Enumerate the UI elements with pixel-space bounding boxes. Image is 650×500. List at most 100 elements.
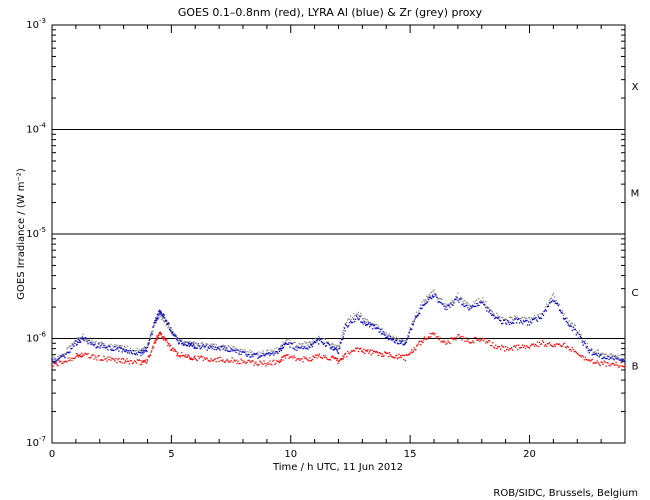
series-point [343,333,345,335]
series-point [270,363,272,365]
series-point [303,356,305,358]
series-point [343,356,345,358]
series-point [124,346,126,349]
series-point [538,317,541,320]
series-point [527,321,530,323]
series-point [492,342,494,344]
series-point [63,354,65,356]
series-point [471,341,473,344]
series-point [376,327,378,329]
series-point [427,301,429,303]
series-point [392,335,395,337]
series-point [301,358,303,360]
series-point [369,349,372,351]
series-point [244,351,246,353]
series-point [425,338,427,340]
series-point [423,299,425,301]
series-point [373,350,376,352]
series-point [416,314,418,316]
series-point [573,351,575,353]
series-point [110,343,112,346]
series-point [536,320,539,322]
series-point [541,340,544,342]
series-point [206,343,208,345]
series-point [412,324,415,326]
series-point [487,306,489,308]
series-point [424,303,426,305]
series-point [67,351,69,353]
series-point [329,359,332,361]
series-point [581,339,583,342]
series-point [164,338,166,340]
series-point [450,337,452,339]
series-point [221,345,223,348]
flare-class-label: X [632,82,639,93]
series-point [508,349,510,351]
series-point [68,359,70,362]
y-axis: 10-710-610-510-410-3 [26,17,625,449]
series-point [230,360,232,362]
series-point [351,319,353,321]
series-point [58,357,60,359]
series-point [458,301,460,303]
series-point [394,337,396,340]
series-point [618,366,620,369]
series-point [369,323,372,326]
series-point [448,304,450,307]
series-point [431,297,433,300]
series-point [364,350,367,352]
series-point [289,356,291,358]
series-point [478,298,480,300]
series-point [273,354,275,356]
series-point [181,342,184,344]
series-point [191,342,193,344]
series-point [587,350,589,352]
series-point [125,361,127,363]
series-point [292,357,294,359]
series-point [571,329,573,332]
series-point [253,364,255,366]
series-point [503,319,505,322]
x-tick-label: 15 [404,449,417,460]
series-point [423,339,425,341]
series-point [541,313,544,315]
series-point [477,302,479,305]
series-point [380,355,383,357]
series-point [136,359,139,361]
series-point [587,359,589,361]
series-point [473,305,475,308]
series-point [154,341,156,343]
series-point [472,304,474,306]
series-point [465,302,467,304]
series-point [212,343,214,346]
series-point [260,352,262,354]
series-point [326,342,329,344]
series-point [70,345,72,347]
series-point [510,316,512,318]
series-point [469,342,471,344]
series-point [394,342,396,344]
series-point [479,301,481,303]
series-point [134,350,137,352]
series-point [287,338,289,340]
series-point [566,322,568,324]
series-point [386,352,388,354]
series-point [432,290,434,292]
series-point [102,346,104,349]
series-point [293,355,295,357]
series-point [204,358,206,360]
series-point [484,303,486,305]
series-point [444,303,446,305]
series-point [216,357,218,360]
series-point [169,344,171,347]
series-point [415,315,417,317]
series-point [582,340,584,342]
series-point [210,358,212,360]
series-point [409,352,411,355]
series-point [395,355,397,357]
series-point [393,341,395,343]
series-point [261,355,263,357]
series-point [431,332,434,335]
series-point [299,343,301,345]
series-point [84,352,86,354]
